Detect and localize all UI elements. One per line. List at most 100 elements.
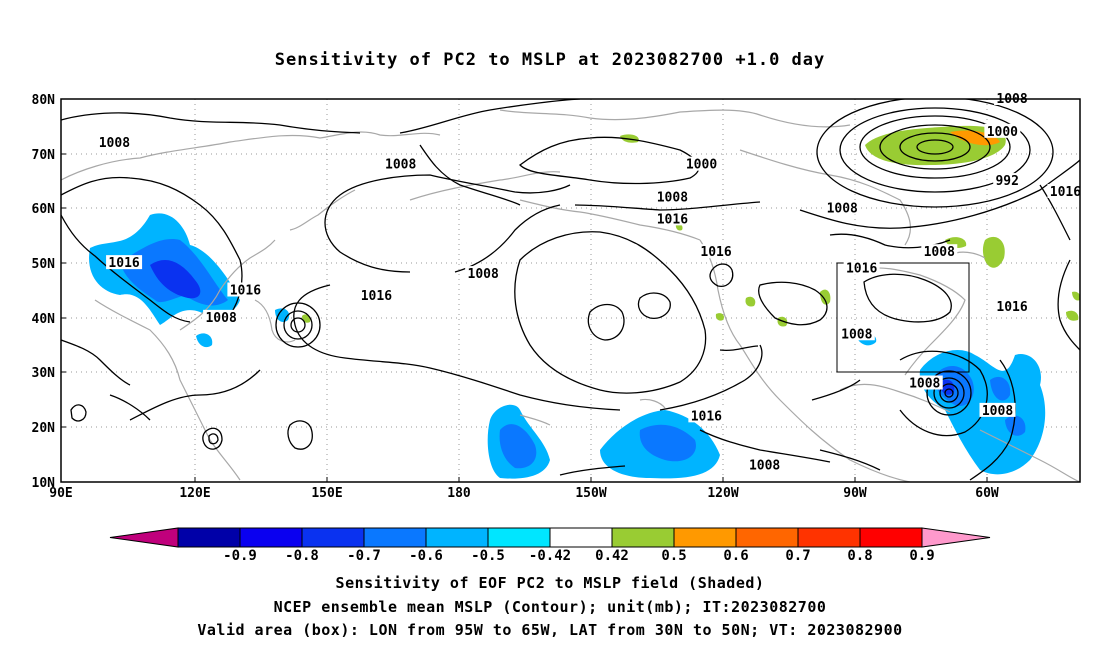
colorbar-segment [673, 527, 737, 548]
contour-label: 1008 [841, 327, 872, 342]
contour-label-background [358, 287, 395, 302]
lon-tick-label: 90E [49, 486, 72, 501]
contour-label-background [979, 402, 1016, 417]
contour-label-background [203, 309, 240, 324]
lat-tick-label: 50N [32, 257, 56, 272]
contour-label: 1008 [924, 245, 955, 260]
colorbar-tick-label: -0.42 [529, 548, 571, 564]
lat-tick-label: 80N [32, 93, 56, 108]
colorbar-segment [611, 527, 675, 548]
colorbar-tick-label: 0.7 [785, 548, 810, 564]
negative-sensitivity-shading [89, 213, 1046, 479]
lon-tick-label: 90W [843, 486, 867, 501]
colorbar [109, 527, 991, 548]
map-frame [60, 98, 1081, 483]
contour-label-background [921, 244, 958, 259]
colorbar-tick-label: 0.6 [723, 548, 748, 564]
contour-label: 1016 [996, 300, 1027, 315]
contour-label-background [984, 123, 1021, 138]
colorbar-segment [301, 527, 365, 548]
contour-label: 1016 [846, 262, 877, 277]
tick-marks [61, 98, 988, 482]
colorbar-segment [239, 527, 303, 548]
contour-label: 1008 [827, 201, 858, 216]
contour-label-background [688, 408, 725, 423]
colorbar-tick-label: -0.6 [409, 548, 443, 564]
contour-label-background [683, 156, 720, 171]
colorbar-tick-label: -0.5 [471, 548, 505, 564]
contour-label: 1016 [691, 409, 722, 424]
contour-label-background [993, 173, 1022, 188]
lon-tick-label: 150W [575, 486, 606, 501]
contour-label: 1008 [909, 377, 940, 392]
contour-label-background [382, 156, 419, 171]
caption-line-2: NCEP ensemble mean MSLP (Contour); unit(… [273, 598, 827, 616]
contour-label: 1000 [686, 158, 717, 173]
colorbar-segment [177, 527, 241, 548]
lon-tick-label: 120W [707, 486, 738, 501]
contour-label: 1016 [700, 245, 731, 260]
lon-tick-label: 150E [311, 486, 342, 501]
contour-label: 1016 [108, 256, 139, 271]
contour-label-background [654, 189, 691, 204]
colorbar-tick-label: 0.5 [661, 548, 686, 564]
contour-label-background [824, 200, 861, 215]
contour-label: 1008 [385, 158, 416, 173]
contour-label-background [654, 211, 691, 226]
contour-label-background [838, 326, 875, 341]
contour-label-background [96, 134, 133, 149]
colorbar-tick-label: -0.7 [347, 548, 381, 564]
colorbar-segment [425, 527, 489, 548]
contour-label: 1008 [982, 404, 1013, 419]
colorbar-tick-label: -0.8 [285, 548, 319, 564]
contour-label-background [465, 266, 502, 281]
colorbar-tick-label: 0.42 [595, 548, 629, 564]
colorbar-segment [363, 527, 427, 548]
contour-label: 1016 [230, 284, 261, 299]
contour-label-background [1047, 184, 1084, 199]
colorbar-segment [797, 527, 861, 548]
contour-label-background [746, 457, 783, 472]
contour-label: 1008 [749, 459, 780, 474]
colorbar-segment [859, 527, 923, 548]
lat-tick-label: 10N [32, 476, 56, 491]
caption-line-3: Valid area (box): LON from 95W to 65W, L… [197, 621, 903, 639]
lon-tick-label: 180 [447, 486, 471, 501]
longitude-tick-labels: 90E 120E 150E 180 150W 120W 90W 60W [49, 486, 999, 501]
contour-label: 992 [995, 174, 1018, 189]
mslp-contours [61, 99, 1080, 481]
lat-tick-label: 20N [32, 421, 56, 436]
lat-tick-label: 30N [32, 366, 56, 381]
colorbar-labels: -0.9 -0.8 -0.7 -0.6 -0.5 -0.42 0.42 0.5 0.6 0.7 0.… [223, 548, 935, 564]
caption-line-1: Sensitivity of EOF PC2 to MSLP field (Sh… [335, 574, 765, 592]
contour-label-background [843, 260, 880, 275]
colorbar-right-triangle [921, 527, 991, 548]
contour-label: 1008 [468, 267, 499, 282]
colorbar-left-triangle [109, 527, 179, 548]
contour-label: 1000 [987, 125, 1018, 140]
lat-tick-label: 70N [32, 148, 56, 163]
colorbar-segment [487, 527, 551, 548]
contour-label-background [698, 244, 735, 259]
lon-tick-label: 60W [975, 486, 999, 501]
contour-label: 1016 [657, 212, 688, 227]
contour-label: 1016 [361, 289, 392, 304]
colorbar-segment [549, 527, 613, 548]
plot-title: Sensitivity of PC2 to MSLP at 2023082700… [274, 50, 826, 70]
contour-label-background [106, 255, 143, 270]
coastlines [61, 109, 1080, 482]
latitude-tick-labels: 80N 70N 60N 50N 40N 30N 20N 10N [32, 93, 56, 491]
colorbar-tick-label: -0.9 [223, 548, 257, 564]
lon-tick-label: 120E [179, 486, 210, 501]
contour-labels: 1008 1008 1000 1008 1016 1008 1016 1008 1016 1016… [96, 91, 1084, 474]
colorbar-tick-label: 0.8 [847, 548, 872, 564]
colorbar-segment [735, 527, 799, 548]
contour-label: 1008 [657, 190, 688, 205]
contour-label: 1008 [99, 136, 130, 151]
valid-area-box [836, 262, 970, 373]
contour-label-background [906, 375, 943, 390]
contour-label-background [994, 298, 1031, 313]
lat-tick-label: 60N [32, 202, 56, 217]
contour-label: 1016 [1050, 185, 1081, 200]
